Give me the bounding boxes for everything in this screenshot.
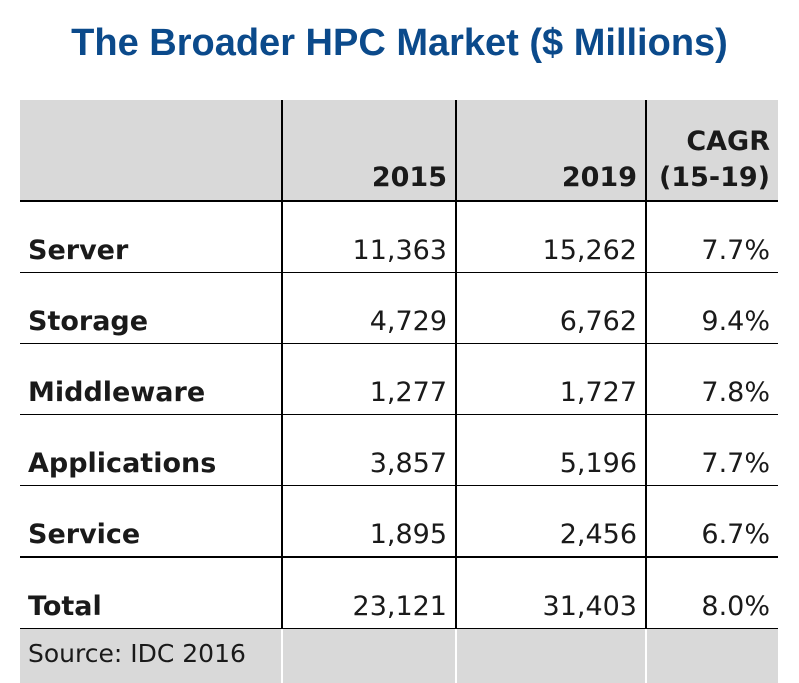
cell-value: 23,121 [282, 557, 456, 629]
cell-value: 11,363 [282, 201, 456, 273]
cell-value: 6,762 [456, 273, 646, 344]
row-label-service: Service [20, 486, 282, 558]
table-row: Server 11,363 15,262 7.7% [20, 201, 778, 273]
cell-value: 5,196 [456, 415, 646, 486]
page-title: The Broader HPC Market ($ Millions) [0, 22, 799, 65]
cell-value: 7.8% [646, 344, 778, 415]
cell-value: 6.7% [646, 486, 778, 558]
source-note: Source: IDC 2016 [20, 629, 282, 683]
table-row: Applications 3,857 5,196 7.7% [20, 415, 778, 486]
table-row: Storage 4,729 6,762 9.4% [20, 273, 778, 344]
table-row: Service 1,895 2,456 6.7% [20, 486, 778, 558]
cell-value: 15,262 [456, 201, 646, 273]
header-cell-2019: 2019 [456, 100, 646, 201]
row-label-total: Total [20, 557, 282, 629]
table-row-total: Total 23,121 31,403 8.0% [20, 557, 778, 629]
cell-value: 7.7% [646, 415, 778, 486]
source-empty-cell [456, 629, 646, 683]
header-cagr-line-2: (15-19) [655, 160, 770, 196]
header-cell-cagr: CAGR (15-19) [646, 100, 778, 201]
header-stub-cell [20, 100, 282, 201]
row-label-middleware: Middleware [20, 344, 282, 415]
source-empty-cell [646, 629, 778, 683]
cell-value: 1,895 [282, 486, 456, 558]
row-label-server: Server [20, 201, 282, 273]
header-row: 2015 2019 CAGR (15-19) [20, 100, 778, 201]
cell-value: 7.7% [646, 201, 778, 273]
cell-value: 31,403 [456, 557, 646, 629]
source-empty-cell [282, 629, 456, 683]
header-cagr-line-1: CAGR [655, 124, 770, 160]
source-row: Source: IDC 2016 [20, 629, 778, 683]
cell-value: 4,729 [282, 273, 456, 344]
cell-value: 2,456 [456, 486, 646, 558]
cell-value: 3,857 [282, 415, 456, 486]
row-label-storage: Storage [20, 273, 282, 344]
cell-value: 9.4% [646, 273, 778, 344]
cell-value: 8.0% [646, 557, 778, 629]
header-cell-2015: 2015 [282, 100, 456, 201]
cell-value: 1,277 [282, 344, 456, 415]
row-label-applications: Applications [20, 415, 282, 486]
hpc-market-table: 2015 2019 CAGR (15-19) Server 11,363 15,… [20, 100, 778, 683]
cell-value: 1,727 [456, 344, 646, 415]
table-row: Middleware 1,277 1,727 7.8% [20, 344, 778, 415]
